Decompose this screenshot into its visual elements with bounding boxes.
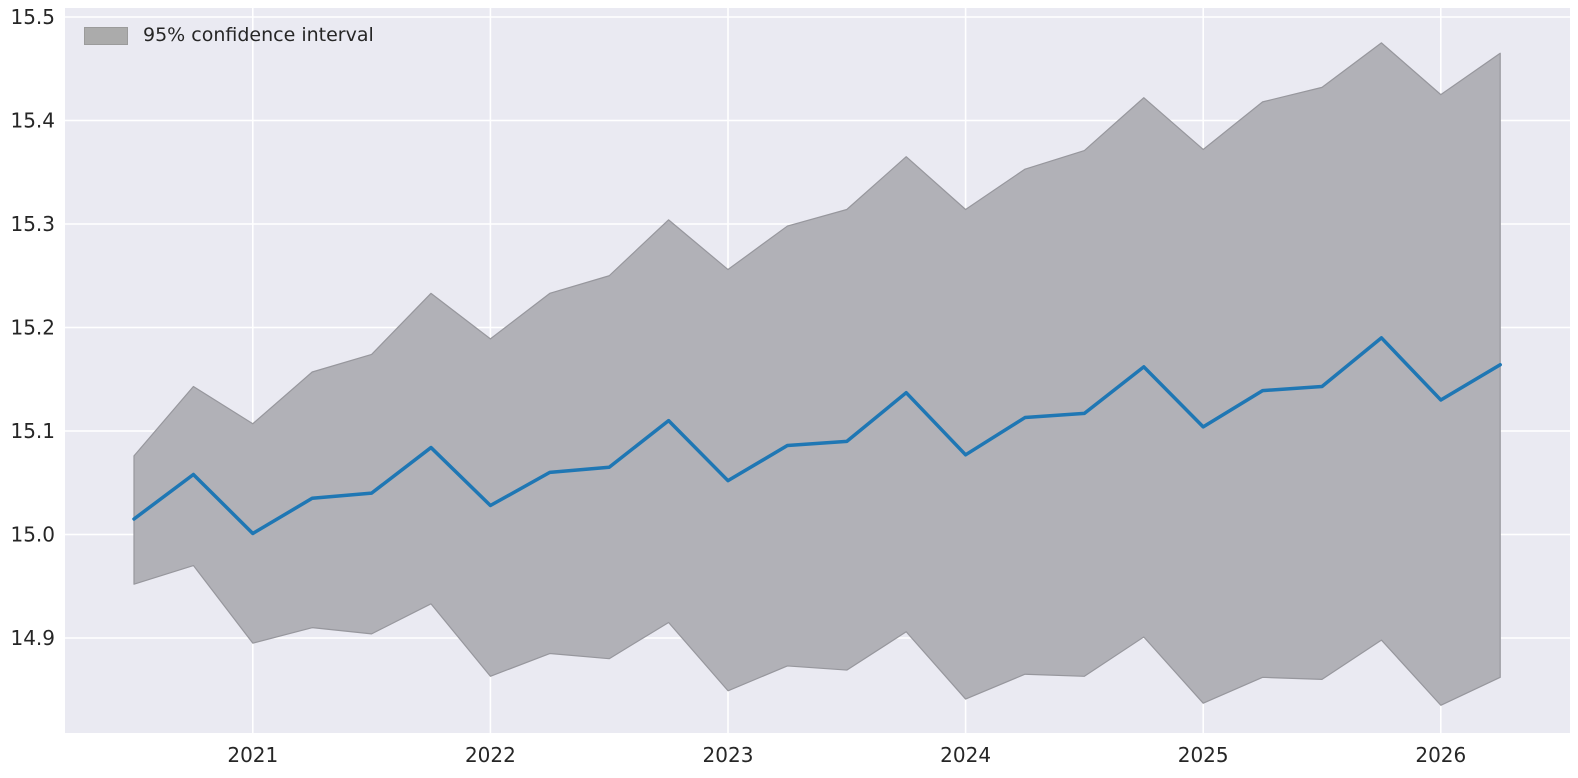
y-tick-label: 15.5: [10, 5, 55, 29]
y-tick-label: 15.3: [10, 212, 55, 236]
y-tick-label: 14.9: [10, 626, 55, 650]
ci-legend-label: 95% confidence interval: [143, 24, 374, 46]
x-tick-label: 2024: [940, 743, 991, 767]
y-tick-label: 15.1: [10, 419, 55, 443]
x-tick-label: 2026: [1415, 743, 1466, 767]
y-tick-label: 15.4: [10, 109, 55, 133]
confidence-band: [133, 42, 1501, 706]
legend: 95% confidence interval: [84, 26, 374, 45]
y-tick-label: 15.2: [10, 316, 55, 340]
forecast-line: [132, 336, 1502, 536]
x-tick-label: 2023: [703, 743, 754, 767]
x-tick-label: 2021: [227, 743, 278, 767]
x-tick-label: 2022: [465, 743, 516, 767]
ci-legend-swatch: [84, 26, 128, 45]
y-tick-label: 15.0: [10, 523, 55, 547]
x-tick-label: 2025: [1178, 743, 1229, 767]
